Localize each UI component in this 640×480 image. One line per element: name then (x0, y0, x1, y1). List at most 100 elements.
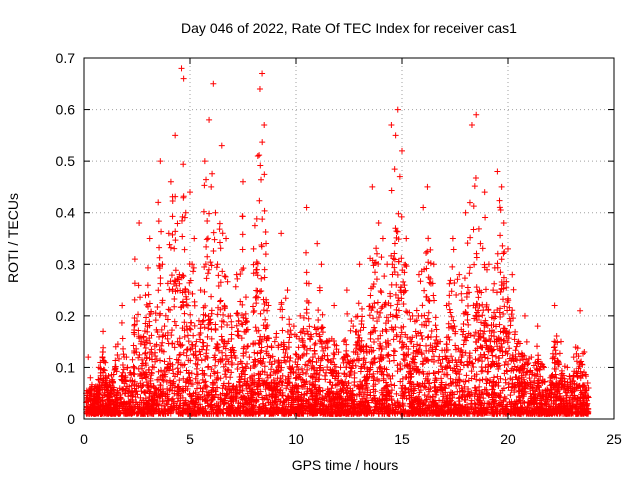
data-point (357, 343, 364, 350)
data-point (170, 370, 177, 377)
data-point (145, 291, 152, 298)
data-point (124, 364, 131, 371)
data-point (400, 390, 407, 397)
data-point (286, 357, 293, 364)
data-point (141, 371, 148, 378)
data-point (475, 410, 482, 417)
data-point (440, 391, 447, 398)
data-point (226, 410, 233, 417)
data-point (524, 399, 531, 406)
data-point (460, 320, 467, 327)
data-point (258, 344, 265, 351)
data-point (410, 343, 417, 350)
data-point (425, 318, 432, 325)
data-point (140, 397, 147, 404)
data-point (439, 366, 446, 373)
data-point (459, 393, 466, 400)
data-point (197, 330, 204, 337)
data-point (239, 301, 246, 308)
data-point (453, 292, 460, 299)
data-point (411, 367, 418, 374)
data-point (284, 393, 291, 400)
data-point (163, 378, 170, 385)
data-point (130, 364, 137, 371)
data-point (345, 358, 352, 365)
data-point (229, 406, 236, 413)
data-point (489, 352, 496, 359)
data-point (245, 342, 252, 349)
data-point (190, 264, 197, 271)
data-point (401, 362, 408, 369)
data-point (114, 352, 121, 359)
data-point (427, 342, 434, 349)
data-point (475, 225, 482, 232)
data-point (375, 335, 382, 342)
data-point (187, 357, 194, 364)
data-point (207, 259, 214, 266)
data-point (143, 337, 150, 344)
data-point (239, 321, 246, 328)
data-point (490, 399, 497, 406)
data-point (433, 391, 440, 398)
data-point (500, 325, 507, 332)
data-point (473, 316, 480, 323)
data-point (172, 237, 179, 244)
data-point (251, 349, 258, 356)
data-point (467, 234, 474, 241)
data-point (207, 402, 214, 409)
data-point (437, 387, 444, 394)
data-point (244, 360, 251, 367)
data-point (286, 379, 293, 386)
data-point (407, 386, 414, 393)
data-point (190, 268, 197, 275)
data-point (169, 198, 176, 205)
data-point (309, 396, 316, 403)
data-point (200, 385, 207, 392)
data-point (551, 407, 558, 414)
data-point (297, 354, 304, 361)
data-point (128, 382, 135, 389)
data-point (90, 387, 97, 394)
data-point (174, 365, 181, 372)
data-point (308, 387, 315, 394)
data-point (140, 381, 147, 388)
data-point (473, 284, 480, 291)
data-point (285, 344, 292, 351)
data-point (350, 398, 357, 405)
data-point (173, 322, 180, 329)
data-point (326, 389, 333, 396)
data-point (436, 397, 443, 404)
data-point (153, 326, 160, 333)
data-point (97, 396, 104, 403)
data-point (130, 342, 137, 349)
data-point (321, 352, 328, 359)
data-point (472, 312, 479, 319)
data-point (512, 407, 519, 414)
data-point (144, 282, 151, 289)
data-point (357, 327, 364, 334)
data-point (316, 384, 323, 391)
data-point (484, 377, 491, 384)
data-point (317, 337, 324, 344)
data-point (324, 364, 331, 371)
data-point (387, 293, 394, 300)
data-point (393, 331, 400, 338)
data-point (443, 341, 450, 348)
data-point (491, 374, 498, 381)
data-point (211, 354, 218, 361)
data-point (284, 328, 291, 335)
data-point (501, 303, 508, 310)
data-point (217, 298, 224, 305)
data-point (162, 371, 169, 378)
data-point (316, 333, 323, 340)
data-point (564, 389, 571, 396)
data-point (395, 307, 402, 314)
data-point (255, 391, 262, 398)
data-point (403, 308, 410, 315)
data-point (496, 355, 503, 362)
data-point (204, 253, 211, 260)
data-point (356, 404, 363, 411)
data-point (258, 338, 265, 345)
data-point (336, 392, 343, 399)
data-point (423, 342, 430, 349)
